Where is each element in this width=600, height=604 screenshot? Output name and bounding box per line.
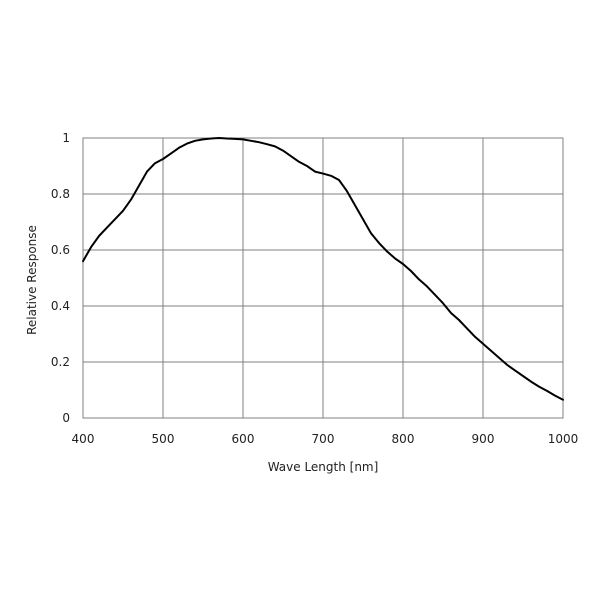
series-layer — [82, 137, 564, 401]
y-tick-label: 1 — [62, 131, 70, 145]
plot-frame-layer — [82, 137, 564, 419]
x-tick-label: 500 — [152, 432, 175, 446]
y-tick-label: 0.2 — [51, 355, 70, 369]
response-curve — [82, 137, 564, 401]
grid-layer — [83, 138, 563, 418]
x-tick-label: 1000 — [548, 432, 579, 446]
x-axis-label: Wave Length [nm] — [268, 460, 379, 474]
x-tick-label: 700 — [312, 432, 335, 446]
x-tick-labels: 400 500 600 700 800 900 1000 — [72, 432, 579, 446]
x-tick-label: 800 — [392, 432, 415, 446]
y-tick-label: 0.8 — [51, 187, 70, 201]
plot-frame — [82, 137, 564, 419]
y-tick-label: 0.4 — [51, 299, 70, 313]
y-tick-labels: 0 0.2 0.4 0.6 0.8 1 — [51, 131, 70, 425]
x-tick-label: 600 — [232, 432, 255, 446]
x-tick-label: 900 — [472, 432, 495, 446]
y-axis-label: Relative Response — [25, 225, 39, 335]
x-tick-label: 400 — [72, 432, 95, 446]
y-tick-label: 0 — [62, 411, 70, 425]
y-tick-label: 0.6 — [51, 243, 70, 257]
